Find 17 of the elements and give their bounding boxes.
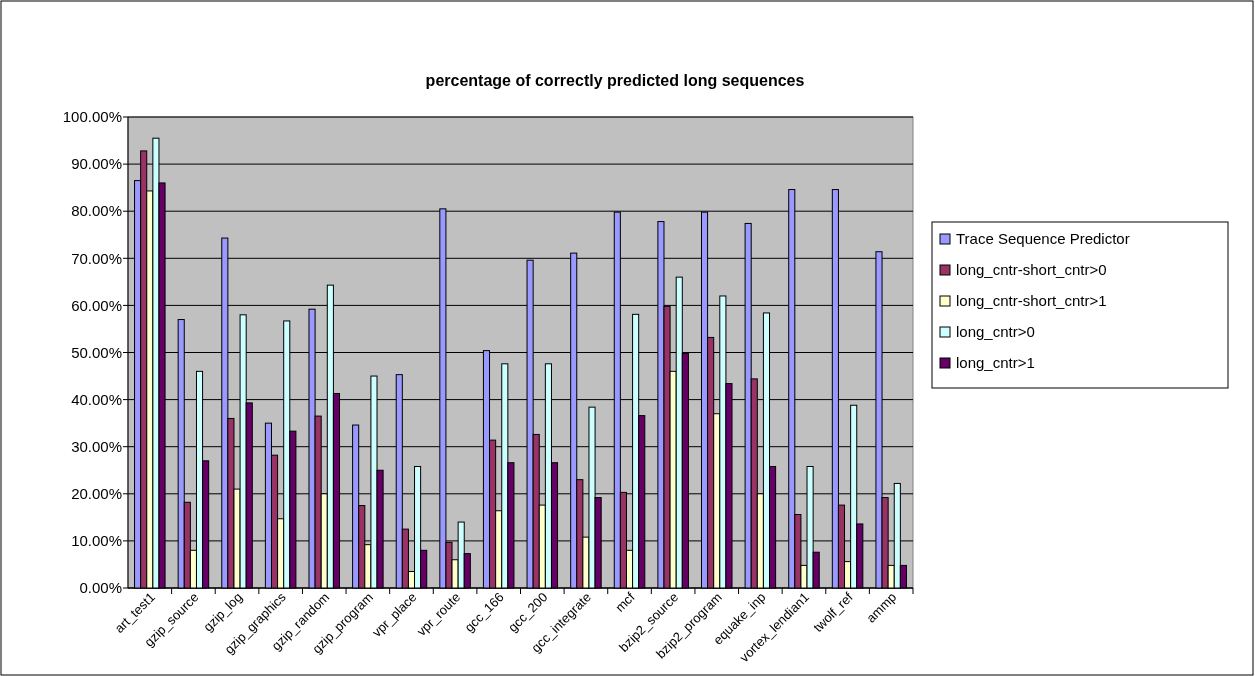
y-tick-label: 0.00% [79, 579, 122, 597]
legend-label: long_cntr>0 [956, 323, 1035, 341]
legend-label: long_cntr-short_cntr>1 [956, 292, 1107, 310]
y-tick-label: 100.00% [62, 108, 122, 126]
legend-label: long_cntr-short_cntr>0 [956, 261, 1107, 279]
chart-title: percentage of correctly predicted long sequences [425, 72, 805, 89]
legend-label: long_cntr>1 [956, 354, 1035, 372]
y-tick-label: 50.00% [71, 343, 122, 361]
legend-label: Trace Sequence Predictor [956, 230, 1130, 248]
y-tick-label: 80.00% [71, 202, 122, 220]
y-tick-label: 60.00% [71, 296, 122, 314]
y-tick-label: 10.00% [71, 532, 122, 550]
y-tick-label: 20.00% [71, 485, 122, 503]
y-tick-label: 40.00% [71, 390, 122, 408]
y-tick-label: 90.00% [71, 155, 122, 173]
y-tick-label: 30.00% [71, 437, 122, 455]
y-tick-label: 70.00% [71, 249, 122, 267]
